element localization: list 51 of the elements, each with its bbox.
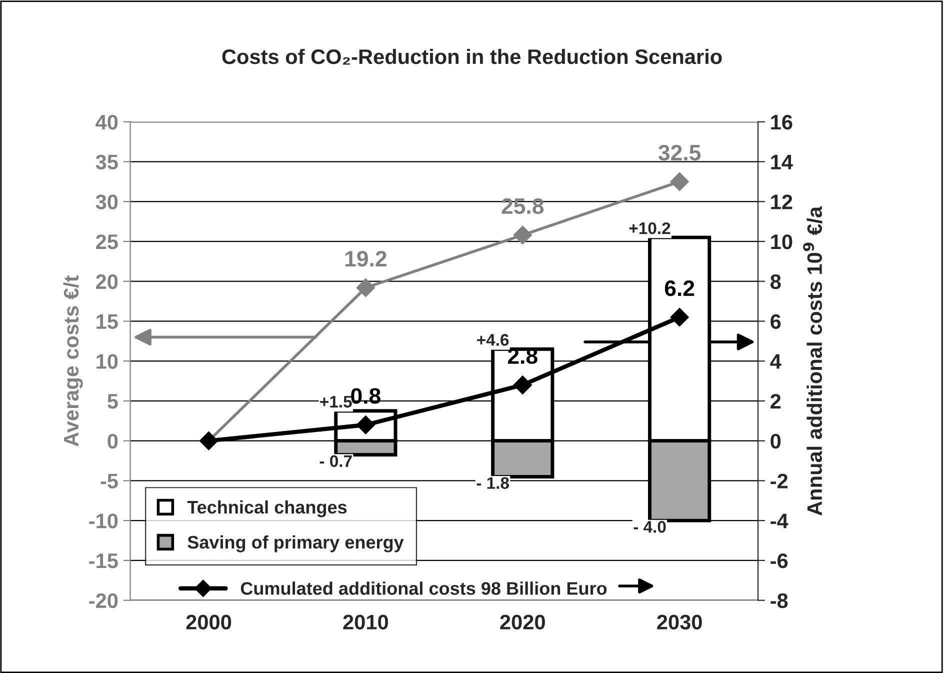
y2-tick-label: -6 — [770, 553, 788, 568]
point — [513, 226, 532, 244]
y-tick-label: 0 — [108, 434, 118, 449]
data-label: +10.2 — [629, 222, 670, 234]
point — [356, 278, 376, 298]
y2-tick-label: -4 — [770, 514, 788, 528]
data-label: 19.2 — [345, 250, 386, 267]
data-label: - 1.8 — [476, 477, 509, 489]
y-tick-label: 25 — [96, 234, 118, 250]
y2-tick-label: -8 — [770, 593, 788, 608]
y2-tick-label: -2 — [770, 474, 788, 488]
x-tick-label: 2020 — [500, 614, 545, 630]
y2-tick-label: 8 — [770, 274, 781, 290]
point — [513, 376, 532, 394]
y-tick-label: 35 — [96, 154, 118, 170]
x-tick-label: 2030 — [657, 614, 702, 630]
y-tick-label: -5 — [100, 474, 118, 488]
y2-tick-label: 0 — [770, 434, 781, 449]
y-tick-label: 15 — [96, 314, 118, 329]
y-axis-title: Average costs €/t — [63, 275, 83, 446]
data-label: - 4.0 — [634, 521, 666, 533]
x-tick-label: 2010 — [343, 614, 388, 630]
x-tick-label: 2000 — [186, 614, 232, 630]
y-tick-label: 30 — [96, 194, 118, 210]
chart-title: Costs of CO₂-Reduction in the Reduction Scenario — [222, 48, 722, 65]
y2-tick-label: 6 — [770, 314, 781, 329]
data-label: +4.6 — [477, 334, 509, 346]
y-tick-label: 5 — [108, 394, 118, 409]
y2-axis-title: Annual additional costs 10$^{9}$ €/a — [803, 206, 822, 516]
y2-tick-label: 2 — [770, 394, 781, 408]
y-tick-label: 20 — [96, 274, 118, 290]
y2-tick-label: 14 — [771, 154, 793, 170]
y2-tick-label: 10 — [771, 234, 792, 250]
y-tick-label: 10 — [96, 354, 118, 369]
legend-label: Cumulated additional costs 98 Billion Euro — [240, 582, 607, 595]
data-label: 32.5 — [658, 144, 701, 161]
y2-tick-label: 4 — [770, 354, 782, 369]
y-tick-label: -20 — [89, 593, 118, 608]
y2-tick-label: 16 — [771, 114, 792, 130]
legend-label: Technical changes — [187, 500, 347, 518]
y-tick-label: -10 — [89, 514, 118, 528]
legend-label: Saving of primary energy — [188, 535, 404, 552]
y2-tick-label: 12 — [771, 194, 792, 210]
data-label: 25.8 — [502, 198, 544, 214]
data-label: 6.2 — [664, 280, 694, 296]
data-label: - 0.7 — [320, 455, 352, 468]
data-label: +1.5 — [320, 396, 352, 408]
point — [670, 308, 689, 327]
y-tick-label: 40 — [96, 114, 118, 130]
point — [670, 172, 689, 191]
y-tick-label: -15 — [89, 554, 118, 568]
